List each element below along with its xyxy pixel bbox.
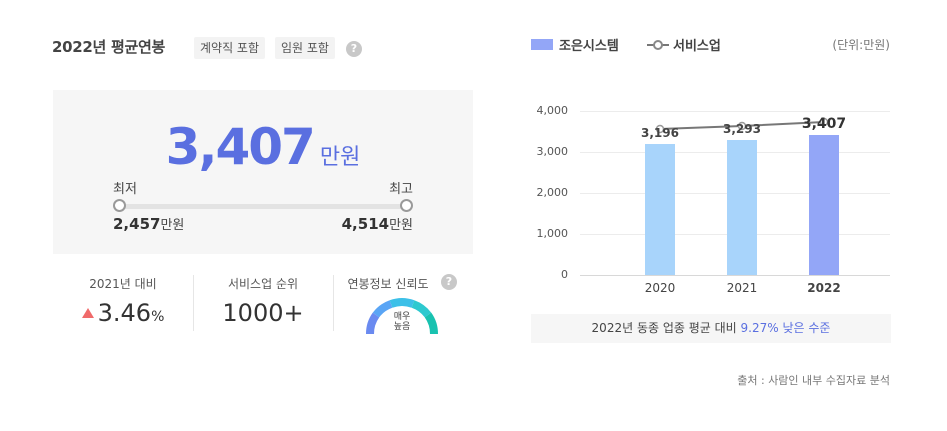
x-label: 2022 (807, 281, 841, 295)
y-tick: 3,000 (536, 145, 569, 158)
average-salary-value: 3,407 (165, 118, 316, 176)
salary-range-track (117, 204, 409, 209)
gridline (580, 111, 890, 112)
salary-summary: 3,407 만원 최저 최고 2,457만원 4,514만원 (53, 90, 473, 254)
legend-company: 조은시스템 (531, 35, 619, 54)
comparison-highlight: 9.27% 낮은 수준 (740, 321, 831, 335)
tag-contract: 계약직 포함 (194, 37, 266, 59)
question-icon[interactable]: ? (346, 41, 362, 57)
up-arrow-icon (81, 308, 94, 318)
line-marker-icon (647, 39, 669, 50)
y-tick: 4,000 (536, 104, 569, 117)
unit-note: (단위:만원) (832, 38, 890, 52)
rank-value: 1000+ (222, 299, 304, 327)
max-value: 4,514만원 (341, 215, 413, 233)
bar-value-label: 3,293 (723, 122, 761, 136)
x-label: 2020 (644, 281, 676, 295)
legend-industry: 서비스업 (647, 35, 721, 54)
divider (333, 275, 334, 331)
tag-executive: 임원 포함 (275, 37, 335, 59)
question-icon[interactable]: ? (441, 274, 457, 290)
bar-value-label: 3,196 (641, 126, 679, 140)
x-label: 2021 (726, 281, 758, 295)
gauge-icon (366, 298, 438, 335)
bar-2022[interactable] (809, 135, 839, 275)
y-tick: 2,000 (536, 186, 569, 199)
yoy-label: 2021년 대비 (89, 277, 157, 291)
min-marker (113, 199, 126, 212)
bar-value-label: 3,407 (801, 116, 847, 132)
source-note: 출처 : 사람인 내부 수집자료 분석 (737, 374, 890, 387)
gauge-text: 높음 (393, 322, 411, 332)
x-axis (580, 275, 890, 276)
page-title: 2022년 평균연봉 (52, 38, 165, 56)
industry-line (655, 117, 829, 134)
max-marker (400, 199, 413, 212)
rank-label: 서비스업 순위 (227, 277, 299, 291)
min-value: 2,457만원 (113, 215, 185, 233)
y-tick: 1,000 (536, 227, 569, 240)
bar-2020[interactable] (645, 144, 675, 275)
reliability-gauge: 매우 높음 (364, 296, 440, 336)
min-label: 최저 (113, 182, 137, 197)
y-tick: 0 (561, 268, 568, 281)
divider (193, 275, 194, 331)
average-salary: 3,407 만원 (53, 118, 473, 176)
yoy-value: 3.46% (53, 299, 193, 327)
comparison-note: 2022년 동종 업종 평균 대비 9.27% 낮은 수준 (531, 314, 891, 343)
max-label: 최고 (389, 182, 413, 197)
average-salary-unit: 만원 (319, 145, 361, 170)
bar-swatch-icon (531, 39, 553, 50)
bar-2021[interactable] (727, 140, 757, 275)
gauge-text: 매우 (393, 312, 411, 322)
reliability-label: 연봉정보 신뢰도 (347, 277, 429, 291)
